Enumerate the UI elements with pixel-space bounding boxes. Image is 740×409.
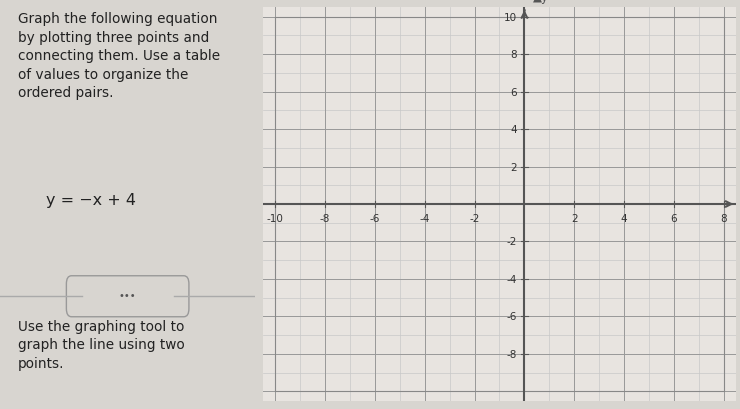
- Text: ▲y: ▲y: [533, 0, 549, 4]
- Text: •••: •••: [119, 290, 136, 300]
- Text: -8: -8: [320, 214, 330, 224]
- Text: -10: -10: [266, 214, 283, 224]
- Text: Graph the following equation
by plotting three points and
connecting them. Use a: Graph the following equation by plotting…: [18, 12, 220, 100]
- Text: 10: 10: [504, 13, 517, 22]
- Text: 2: 2: [571, 214, 578, 224]
- Text: -8: -8: [507, 349, 517, 359]
- Text: -4: -4: [420, 214, 430, 224]
- Text: 4: 4: [621, 214, 628, 224]
- Text: 8: 8: [721, 214, 727, 224]
- Text: 4: 4: [511, 125, 517, 135]
- Text: 6: 6: [670, 214, 677, 224]
- Text: -6: -6: [370, 214, 380, 224]
- Text: -6: -6: [507, 312, 517, 321]
- Text: -2: -2: [469, 214, 480, 224]
- Text: -2: -2: [507, 237, 517, 247]
- Text: -4: -4: [507, 274, 517, 284]
- FancyBboxPatch shape: [67, 276, 189, 317]
- Text: 2: 2: [511, 162, 517, 172]
- Text: y = −x + 4: y = −x + 4: [46, 192, 136, 207]
- Text: 8: 8: [511, 50, 517, 60]
- Text: 6: 6: [511, 88, 517, 97]
- Text: Use the graphing tool to
graph the line using two
points.: Use the graphing tool to graph the line …: [18, 319, 184, 370]
